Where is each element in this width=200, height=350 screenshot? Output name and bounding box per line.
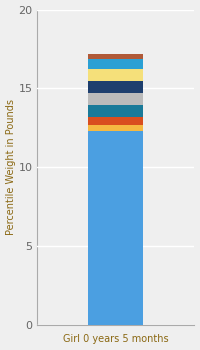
Bar [88, 81, 143, 93]
Bar [88, 131, 143, 325]
Bar [88, 93, 143, 105]
Bar [88, 54, 143, 59]
Bar [88, 105, 143, 117]
Bar [88, 125, 143, 131]
Y-axis label: Percentile Weight in Pounds: Percentile Weight in Pounds [6, 99, 16, 235]
Bar [88, 59, 143, 69]
Bar [88, 69, 143, 81]
Bar [88, 117, 143, 125]
